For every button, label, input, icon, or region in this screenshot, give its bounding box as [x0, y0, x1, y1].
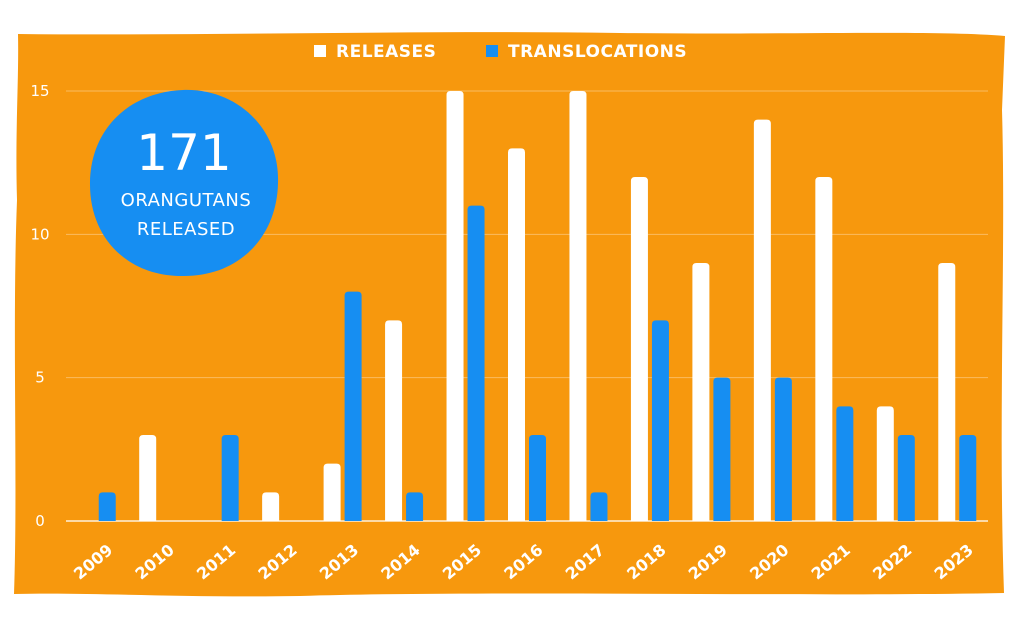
legend-label-releases: RELEASES: [336, 42, 436, 62]
bar-translocations-2018: [651, 320, 669, 521]
bar-releases-2018: [630, 177, 648, 521]
y-axis-ticks: 0 5 10 15: [30, 82, 49, 530]
bar-releases-2012: [262, 492, 280, 521]
bar-releases-2013: [323, 463, 341, 521]
bar-releases-2016: [508, 148, 525, 522]
badge-circle: [89, 89, 279, 277]
bar-translocations-2019: [713, 377, 731, 521]
bar-translocations-2013: [344, 291, 362, 521]
bar-releases-2022: [876, 406, 894, 521]
legend: RELEASES TRANSLOCATIONS: [314, 42, 687, 62]
bar-releases-2010: [139, 435, 157, 521]
y-tick-label: 10: [30, 225, 49, 243]
y-tick-label: 0: [35, 512, 45, 530]
total-released-badge: 171 ORANGUTANS RELEASED: [89, 89, 279, 277]
bars: [98, 91, 977, 522]
bar-translocations-2020: [774, 377, 792, 521]
bar-translocations-2017: [590, 492, 608, 521]
bar-translocations-2021: [836, 406, 854, 521]
legend-swatch-releases: [314, 45, 326, 57]
legend-swatch-translocations: [486, 45, 498, 57]
bar-translocations-2011: [221, 435, 239, 521]
bar-translocations-2023: [959, 435, 977, 521]
bar-releases-2015: [446, 91, 464, 521]
legend-label-translocations: TRANSLOCATIONS: [508, 42, 687, 62]
bar-releases-2023: [938, 263, 956, 521]
bar-translocations-2014: [406, 492, 424, 521]
badge-line-1: ORANGUTANS: [121, 190, 252, 211]
badge-line-2: RELEASED: [137, 219, 235, 240]
bar-releases-2017: [569, 91, 587, 521]
bar-translocations-2022: [897, 435, 915, 521]
bar-translocations-2009: [98, 492, 116, 521]
bar-releases-2020: [753, 119, 771, 522]
bar-releases-2019: [692, 263, 710, 521]
y-tick-label: 5: [35, 369, 45, 387]
badge-number: 171: [136, 124, 231, 182]
bar-releases-2021: [815, 177, 833, 521]
bar-translocations-2016: [529, 435, 546, 521]
bar-translocations-2015: [467, 205, 485, 521]
bar-releases-2014: [385, 320, 403, 521]
y-tick-label: 15: [30, 82, 49, 100]
